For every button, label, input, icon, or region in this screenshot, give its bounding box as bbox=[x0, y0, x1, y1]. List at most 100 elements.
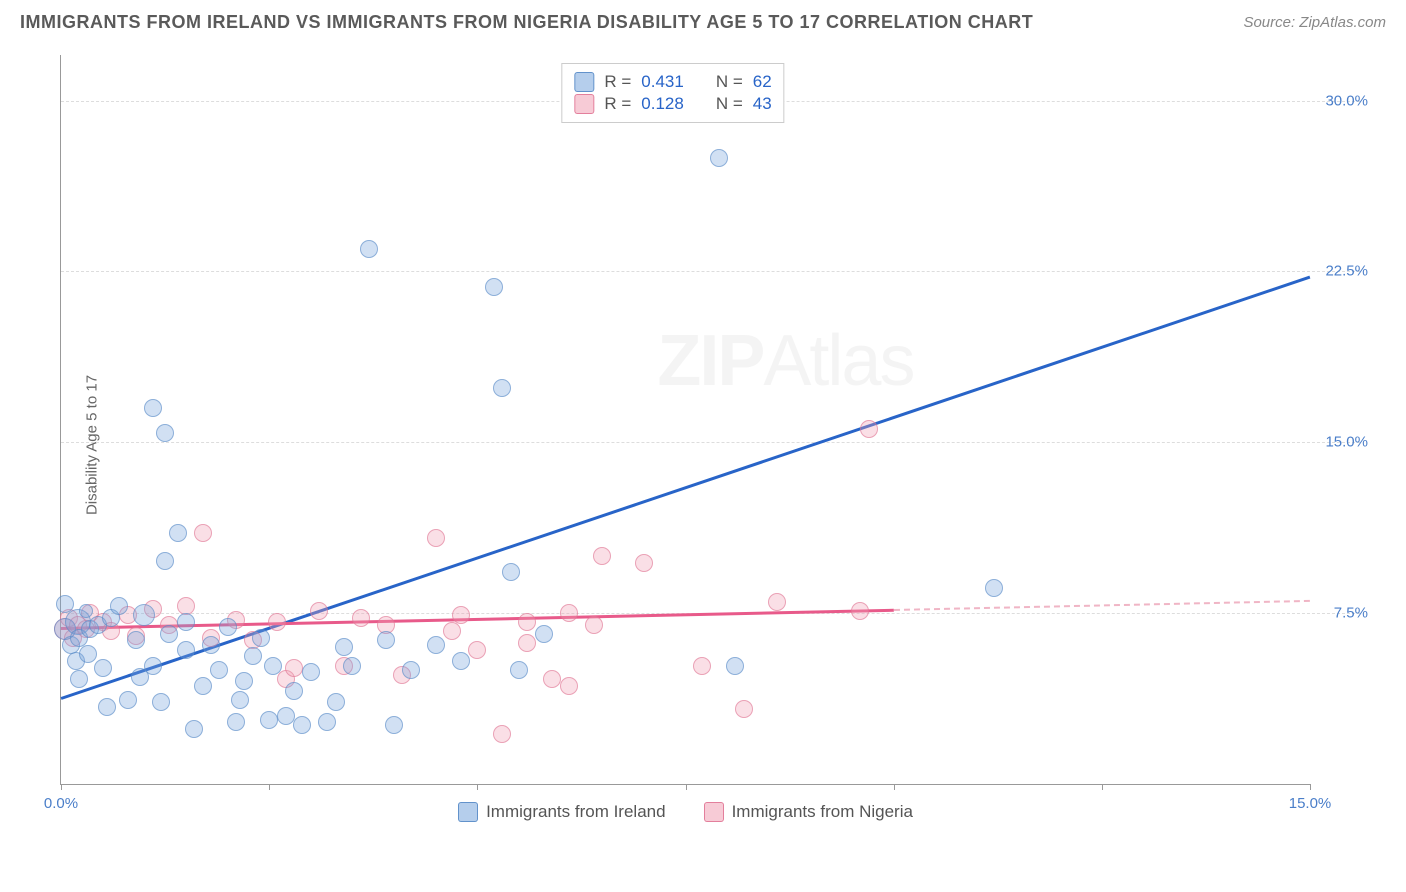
x-tick bbox=[686, 784, 687, 790]
watermark: ZIPAtlas bbox=[657, 320, 913, 402]
scatter-point-series1 bbox=[710, 149, 728, 167]
gridline-h bbox=[61, 442, 1360, 443]
scatter-point-series2 bbox=[635, 554, 653, 572]
r-value-series1: 0.431 bbox=[641, 72, 684, 92]
scatter-point-series1 bbox=[70, 670, 88, 688]
r-label: R = bbox=[604, 94, 631, 114]
scatter-point-series2 bbox=[452, 606, 470, 624]
scatter-point-series2 bbox=[560, 604, 578, 622]
scatter-point-series1 bbox=[79, 645, 97, 663]
scatter-point-series2 bbox=[285, 659, 303, 677]
scatter-point-series1 bbox=[485, 278, 503, 296]
scatter-point-series2 bbox=[194, 524, 212, 542]
plot-area: ZIPAtlas R = 0.431 N = 62 R = 0.128 N = … bbox=[60, 55, 1310, 785]
scatter-point-series1 bbox=[235, 672, 253, 690]
scatter-point-series1 bbox=[98, 698, 116, 716]
scatter-point-series1 bbox=[94, 659, 112, 677]
scatter-point-series1 bbox=[144, 657, 162, 675]
x-tick bbox=[477, 784, 478, 790]
scatter-point-series1 bbox=[360, 240, 378, 258]
gridline-h bbox=[61, 271, 1360, 272]
scatter-point-series1 bbox=[244, 647, 262, 665]
r-label: R = bbox=[604, 72, 631, 92]
scatter-point-series1 bbox=[502, 563, 520, 581]
correlation-stats-legend: R = 0.431 N = 62 R = 0.128 N = 43 bbox=[561, 63, 784, 123]
scatter-point-series1 bbox=[185, 720, 203, 738]
legend-label-series1: Immigrants from Ireland bbox=[486, 802, 666, 822]
scatter-point-series1 bbox=[144, 399, 162, 417]
scatter-point-series1 bbox=[127, 631, 145, 649]
scatter-point-series1 bbox=[335, 638, 353, 656]
x-tick bbox=[269, 784, 270, 790]
swatch-pink bbox=[704, 802, 724, 822]
scatter-point-series1 bbox=[156, 424, 174, 442]
scatter-point-series1 bbox=[277, 707, 295, 725]
scatter-point-series2 bbox=[518, 634, 536, 652]
scatter-point-series1 bbox=[260, 711, 278, 729]
source-attribution: Source: ZipAtlas.com bbox=[1243, 14, 1386, 31]
series-legend: Immigrants from Ireland Immigrants from … bbox=[61, 802, 1310, 822]
x-tick bbox=[1102, 784, 1103, 790]
scatter-point-series1 bbox=[343, 657, 361, 675]
scatter-point-series2 bbox=[560, 677, 578, 695]
scatter-point-series1 bbox=[385, 716, 403, 734]
x-tick bbox=[1310, 784, 1311, 790]
swatch-blue bbox=[574, 72, 594, 92]
scatter-point-series1 bbox=[402, 661, 420, 679]
legend-item-series2: Immigrants from Nigeria bbox=[704, 802, 913, 822]
x-tick bbox=[61, 784, 62, 790]
swatch-blue bbox=[458, 802, 478, 822]
scatter-point-series1 bbox=[302, 663, 320, 681]
scatter-point-series2 bbox=[735, 700, 753, 718]
scatter-point-series1 bbox=[133, 604, 155, 626]
y-tick-label: 7.5% bbox=[1334, 605, 1368, 622]
n-label: N = bbox=[716, 72, 743, 92]
n-value-series2: 43 bbox=[753, 94, 772, 114]
scatter-point-series1 bbox=[160, 625, 178, 643]
scatter-point-series2 bbox=[851, 602, 869, 620]
scatter-point-series1 bbox=[231, 691, 249, 709]
n-value-series1: 62 bbox=[753, 72, 772, 92]
scatter-point-series1 bbox=[202, 636, 220, 654]
trend-line bbox=[894, 599, 1310, 611]
r-value-series2: 0.128 bbox=[641, 94, 684, 114]
scatter-point-series1 bbox=[79, 604, 93, 618]
scatter-point-series1 bbox=[726, 657, 744, 675]
scatter-point-series2 bbox=[468, 641, 486, 659]
scatter-point-series2 bbox=[860, 420, 878, 438]
swatch-pink bbox=[574, 94, 594, 114]
x-tick-label: 0.0% bbox=[44, 795, 78, 812]
scatter-point-series1 bbox=[377, 631, 395, 649]
scatter-point-series1 bbox=[227, 713, 245, 731]
scatter-point-series1 bbox=[219, 618, 237, 636]
scatter-point-series1 bbox=[152, 693, 170, 711]
scatter-point-series1 bbox=[985, 579, 1003, 597]
scatter-point-series1 bbox=[264, 657, 282, 675]
scatter-point-series1 bbox=[285, 682, 303, 700]
scatter-point-series1 bbox=[452, 652, 470, 670]
scatter-point-series1 bbox=[169, 524, 187, 542]
stats-row-series1: R = 0.431 N = 62 bbox=[574, 72, 771, 92]
scatter-point-series1 bbox=[318, 713, 336, 731]
n-label: N = bbox=[716, 94, 743, 114]
scatter-point-series1 bbox=[535, 625, 553, 643]
scatter-point-series1 bbox=[210, 661, 228, 679]
scatter-point-series2 bbox=[518, 613, 536, 631]
legend-label-series2: Immigrants from Nigeria bbox=[732, 802, 913, 822]
stats-row-series2: R = 0.128 N = 43 bbox=[574, 94, 771, 114]
chart-container: Disability Age 5 to 17 ZIPAtlas R = 0.43… bbox=[50, 55, 1380, 835]
chart-title: IMMIGRANTS FROM IRELAND VS IMMIGRANTS FR… bbox=[20, 12, 1033, 33]
scatter-point-series2 bbox=[768, 593, 786, 611]
scatter-point-series2 bbox=[593, 547, 611, 565]
x-tick-label: 15.0% bbox=[1289, 795, 1332, 812]
scatter-point-series2 bbox=[543, 670, 561, 688]
scatter-point-series1 bbox=[427, 636, 445, 654]
x-tick bbox=[894, 784, 895, 790]
y-tick-label: 15.0% bbox=[1325, 434, 1368, 451]
scatter-point-series2 bbox=[427, 529, 445, 547]
scatter-point-series2 bbox=[585, 616, 603, 634]
scatter-point-series2 bbox=[443, 622, 461, 640]
legend-item-series1: Immigrants from Ireland bbox=[458, 802, 666, 822]
scatter-point-series1 bbox=[177, 613, 195, 631]
scatter-point-series1 bbox=[156, 552, 174, 570]
